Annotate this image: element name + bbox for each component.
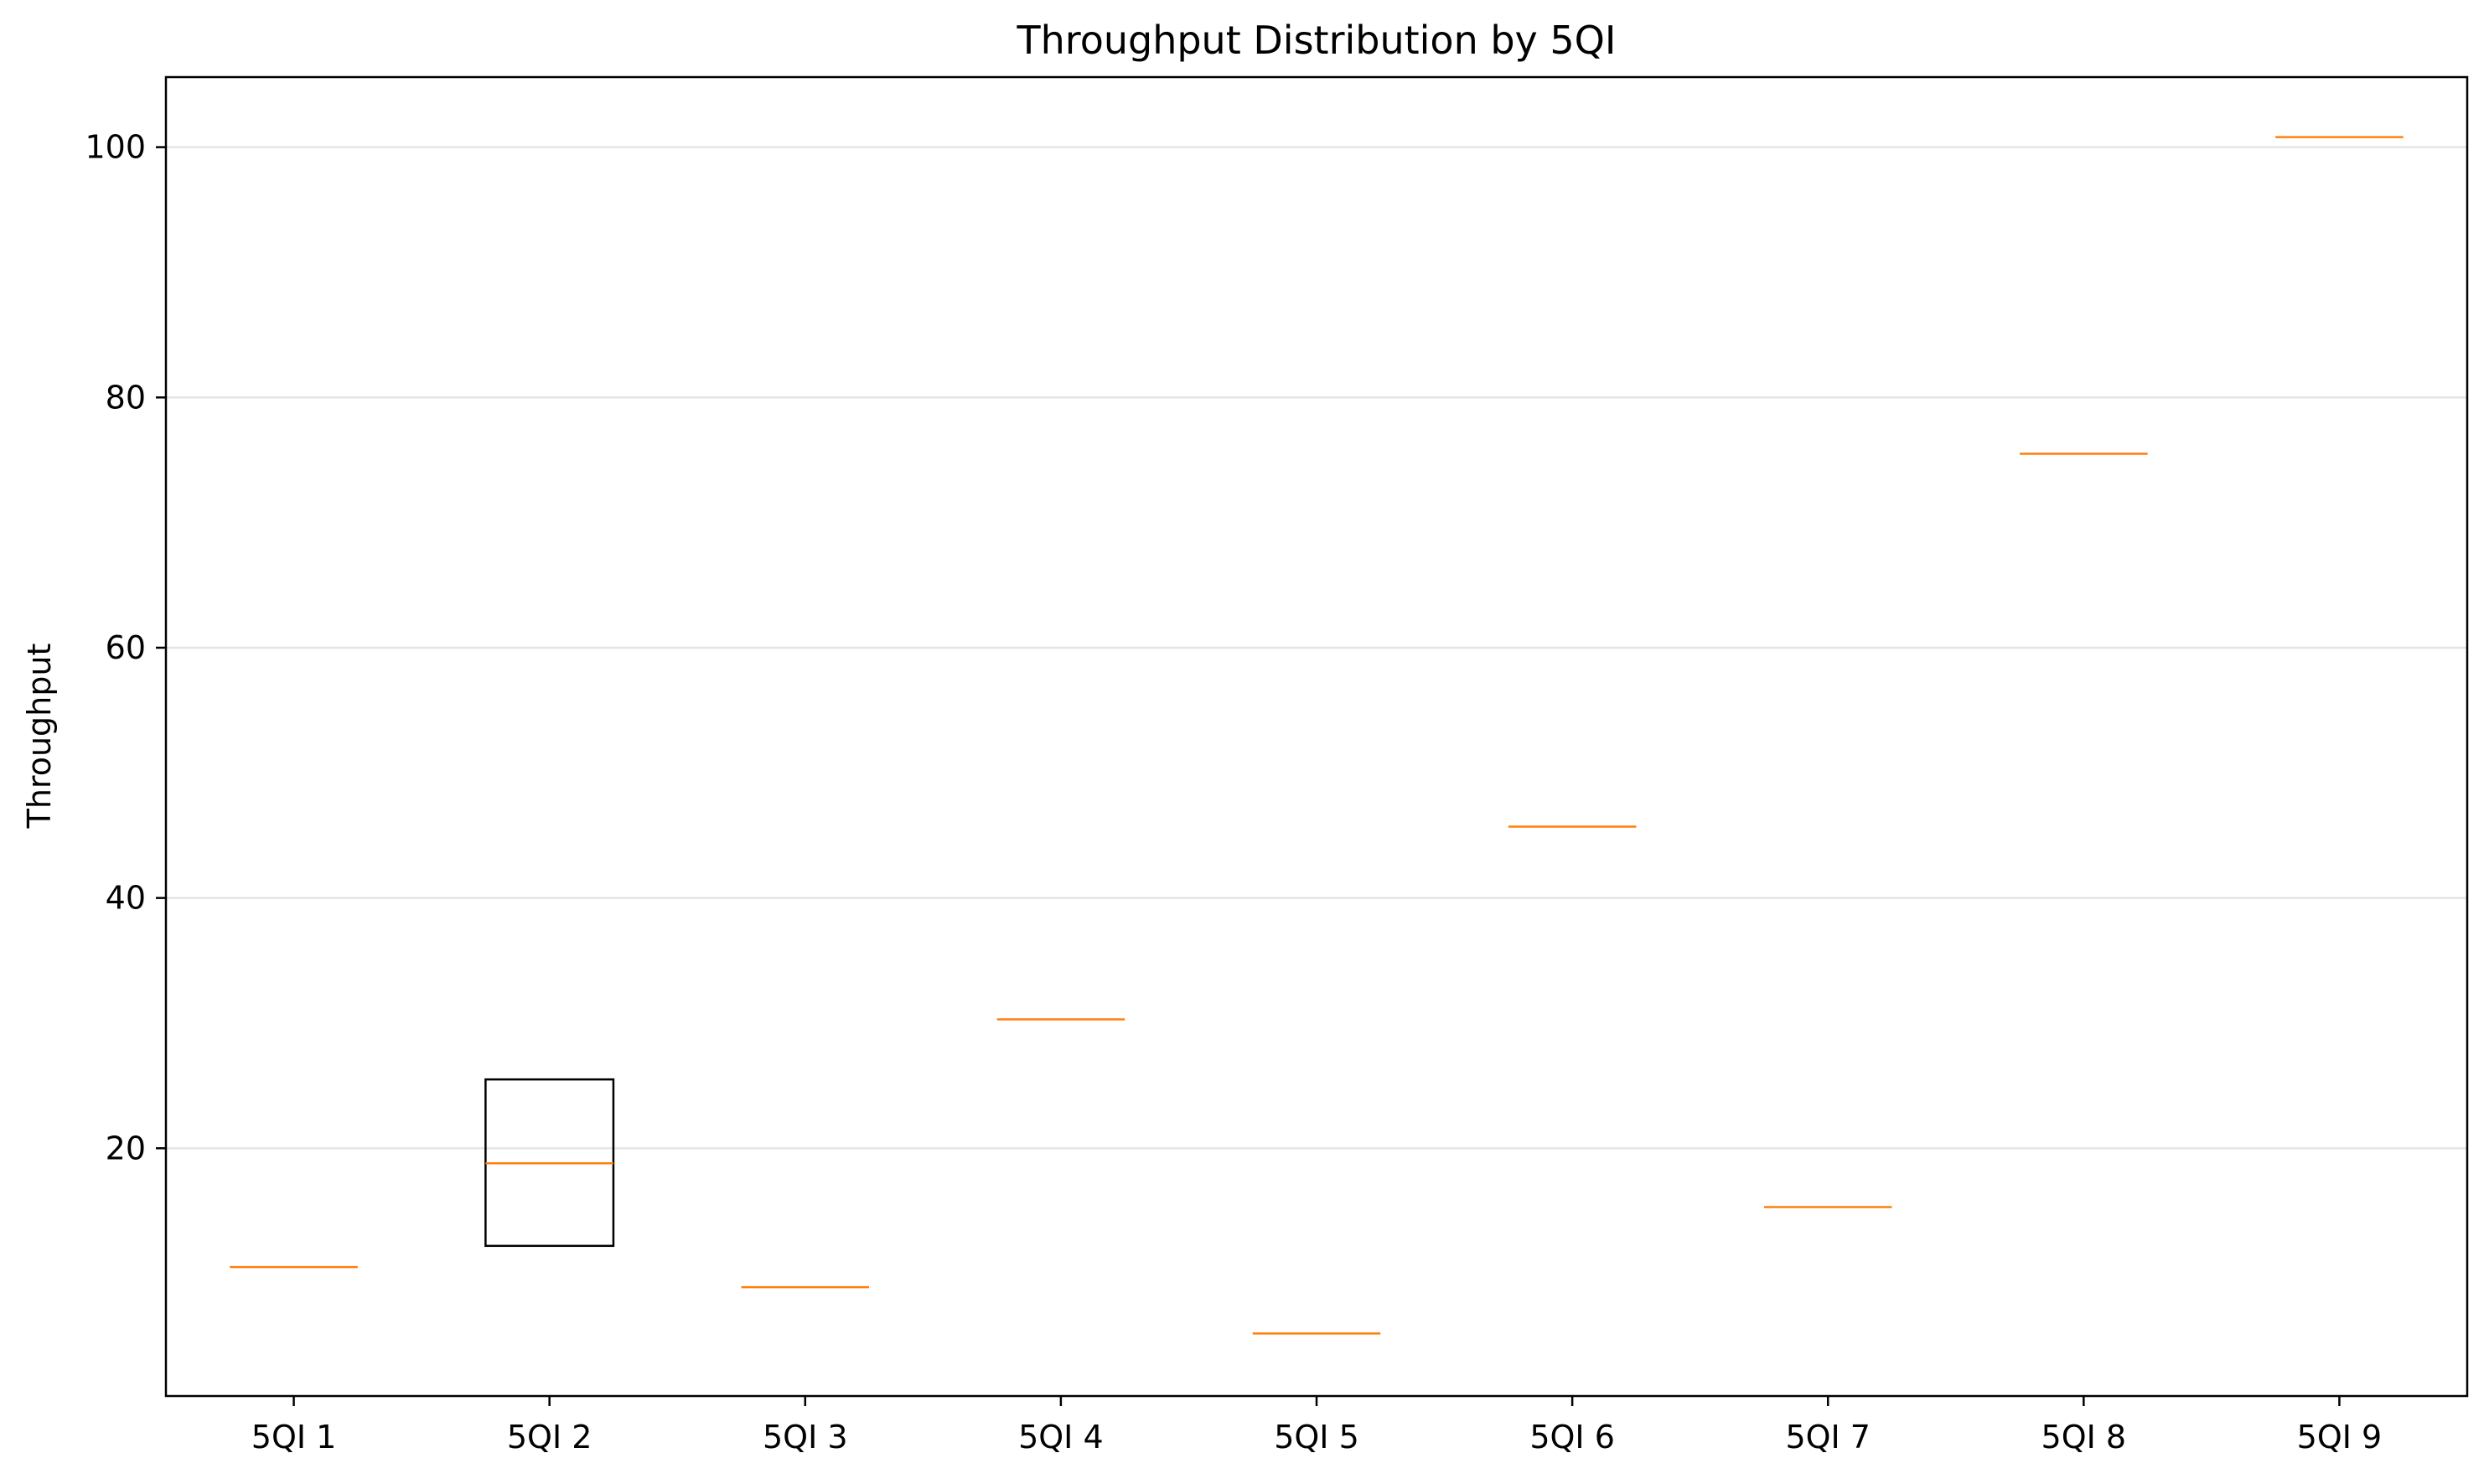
x-tick-label: 5QI 5 <box>1274 1419 1359 1456</box>
y-tick-label: 80 <box>106 379 146 416</box>
gridlines <box>166 146 2467 1150</box>
x-tick-label: 5QI 3 <box>763 1419 848 1456</box>
x-tick-label: 5QI 9 <box>2297 1419 2383 1456</box>
y-tick-label: 60 <box>106 629 146 666</box>
x-tick-label: 5QI 8 <box>2041 1419 2127 1456</box>
x-tick-label: 5QI 7 <box>1785 1419 1871 1456</box>
axis-ticks: 20 40 60 80 100 5QI 1 5QI 2 5QI 3 5QI 4 5QI 5 5QI … <box>85 129 2382 1456</box>
y-tick-label: 40 <box>106 880 146 917</box>
x-tick-label: 5QI 4 <box>1018 1419 1104 1456</box>
y-tick-label: 100 <box>85 129 146 166</box>
y-axis-label: Throughput <box>21 644 58 830</box>
x-tick-label: 5QI 1 <box>251 1419 337 1456</box>
box-2 <box>484 1078 615 1248</box>
x-tick-label: 5QI 6 <box>1529 1419 1615 1456</box>
boxes <box>230 136 2404 1335</box>
y-tick-label: 20 <box>106 1130 146 1166</box>
plot-frame <box>164 75 2469 1398</box>
x-tick-label: 5QI 2 <box>507 1419 592 1456</box>
chart-title: Throughput Distribution by 5QI <box>1017 18 1617 63</box>
